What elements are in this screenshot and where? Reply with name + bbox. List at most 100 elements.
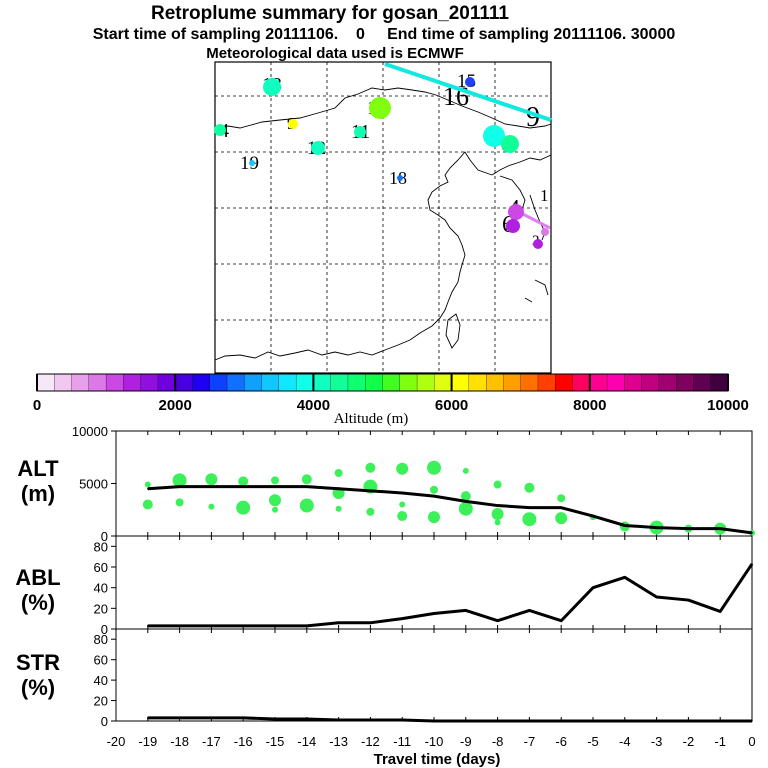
y-tick-label: 0 [101,529,108,544]
colorbar-label: Altitude (m) [334,411,409,427]
alt-scatter-point [522,512,537,527]
series-point [560,506,562,509]
series-point [560,720,562,722]
series-point [687,599,690,601]
x-tick-label: -18 [170,734,189,749]
series-line [147,716,752,723]
series-point [496,619,499,622]
colorbar-swatch [693,373,712,392]
map-dot [506,219,520,233]
x-tick-label: -17 [202,734,221,749]
alt-scatter-point [334,469,343,477]
alt-scatter-point [427,460,441,475]
series-point [624,720,626,722]
series-point [147,625,149,627]
alt-scatter-point [142,499,153,510]
panel-frame [115,535,753,630]
x-tick-label: -2 [683,734,695,749]
series-point [751,563,753,565]
chart-title: Retroplume summary for gosan_201111 [151,3,509,24]
series-point [210,625,213,627]
trajectory-cyan [384,62,552,122]
alt-scatter-point [396,462,409,475]
alt-scatter-point [430,485,438,494]
alt-scatter-point [208,503,215,510]
colorbar-swatch [434,373,453,392]
colorbar-tick-label: 6000 [435,397,468,414]
series-point [306,485,308,488]
colorbar-swatch [209,373,228,392]
series-point [592,720,594,722]
colorbar-swatch [399,373,418,392]
colorbar-swatch [658,373,677,392]
x-tick-label: -7 [524,734,536,749]
series-point [242,717,244,719]
map-dot [263,78,281,96]
series-point [624,524,626,527]
alt-scatter-point [366,507,375,516]
x-tick-label: 0 [748,734,755,749]
x-tick-label: -6 [555,734,567,749]
map-dot [397,175,403,181]
colorbar-swatch [589,373,608,392]
colorbar-swatch [503,373,522,392]
series-point [178,717,181,719]
alt-scatter-point [399,501,406,508]
series-point [655,596,658,598]
alt-scatter-point [397,511,408,522]
alt-scatter-point [272,506,278,513]
y-tick-label: 60 [94,653,108,668]
abl-label: ABL [15,565,60,590]
series-point [242,625,244,627]
series-point [465,500,467,503]
series-point [528,720,531,722]
colorbar-swatch [175,373,193,392]
colorbar-swatch [347,373,366,392]
colorbar [36,373,729,392]
x-tick-label: -20 [107,734,126,749]
alt-scatter-point [205,473,218,486]
alt-scatter-point [460,491,471,502]
colorbar-tick-label: 4000 [297,397,330,414]
str-unit: (%) [21,675,55,700]
colorbar-swatch [105,373,124,392]
series-point [401,492,404,494]
x-tick-label: -14 [297,734,316,749]
series-point [178,625,181,627]
map-dot [541,228,549,236]
colorbar-tick-label: 10000 [707,397,749,414]
series-point [433,720,435,722]
x-tick-label: -3 [651,734,663,749]
colorbar-swatch [36,373,55,392]
series-point [751,532,753,534]
series-point [496,504,499,507]
colorbar-swatch [123,373,142,392]
colorbar-swatch [537,373,556,392]
map-dot [369,97,391,119]
map-label: 1 [540,186,549,205]
colorbar-swatch [416,373,435,392]
series-point [592,586,594,589]
panel-frame [115,628,753,722]
map-dot [311,141,325,155]
colorbar-swatch [555,373,573,392]
y-tick-label: 10000 [72,424,108,439]
map-panel [214,61,552,374]
series-point [465,720,467,722]
series-point [274,485,276,488]
alt-scatter-point [458,501,473,516]
met-data-note: Meteorological data used is ECMWF [206,45,464,62]
series-point [147,487,149,490]
alt-scatter-point [301,474,312,485]
abl-unit: (%) [21,590,55,615]
map-dot [508,204,524,220]
y-tick-label: 40 [94,581,108,596]
series-point [401,719,404,721]
alt-scatter-point [491,507,504,520]
x-tick-label: -5 [587,734,599,749]
y-tick-label: 40 [94,673,108,688]
y-tick-label: 20 [94,601,108,616]
map-dot [533,239,543,249]
alt-unit: (m) [21,481,55,506]
